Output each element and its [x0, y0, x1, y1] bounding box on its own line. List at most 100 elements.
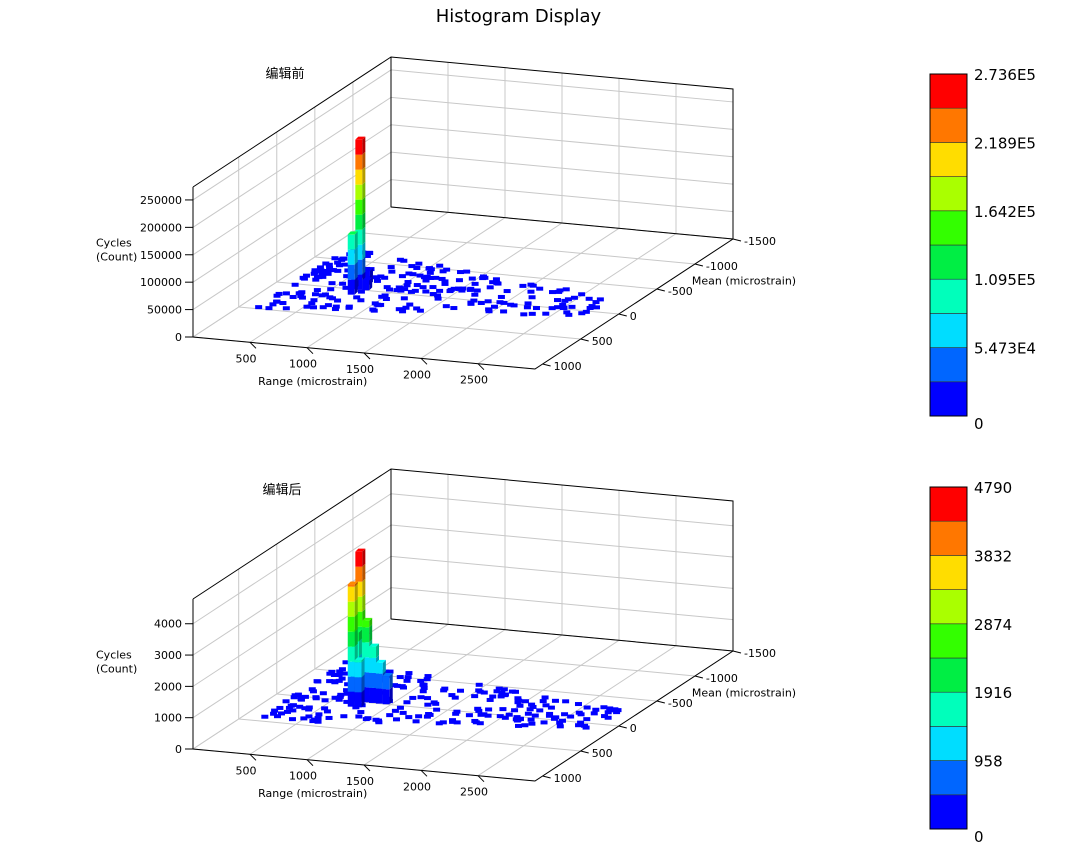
data-bar-top — [347, 231, 358, 235]
data-cell — [402, 305, 410, 310]
data-cell — [498, 691, 506, 696]
data-bar-top — [362, 267, 373, 271]
data-bar-segment — [355, 259, 363, 275]
data-cell — [330, 673, 338, 678]
colorbar-segment — [929, 794, 968, 830]
data-cell — [559, 306, 567, 311]
data-cell — [529, 704, 537, 709]
data-bar-side — [358, 638, 362, 657]
data-cell — [291, 282, 299, 287]
data-bar-side — [361, 657, 365, 663]
data-cell — [331, 256, 339, 261]
data-cell — [403, 283, 411, 288]
data-bar — [362, 277, 373, 291]
data-bar-side — [362, 548, 366, 567]
data-cell — [570, 295, 578, 300]
data-cell — [583, 717, 591, 722]
data-cell — [455, 278, 463, 283]
data-cell — [300, 716, 308, 721]
data-cell — [290, 695, 298, 700]
data-cell — [561, 298, 569, 303]
data-cell — [319, 305, 327, 310]
data-cell — [387, 265, 395, 270]
data-cell — [310, 305, 318, 310]
data-cell — [510, 303, 518, 308]
x-tick — [249, 341, 257, 349]
x-tick-label: 500 — [236, 764, 257, 777]
grid-line — [192, 524, 734, 656]
data-cell — [592, 300, 600, 305]
data-bar-segment — [347, 646, 355, 662]
data-cell — [450, 306, 458, 311]
z-tick-label: 250000 — [140, 194, 182, 207]
data-bar-segment — [355, 581, 363, 597]
data-cell — [265, 306, 273, 311]
data-bar-side — [369, 617, 373, 628]
x-tick — [363, 352, 371, 360]
data-cell — [448, 693, 456, 698]
data-cell — [411, 288, 419, 293]
data-cell — [442, 304, 450, 309]
data-cell — [302, 273, 310, 278]
data-bar-side — [354, 583, 358, 602]
data-bar-side — [354, 231, 358, 235]
data-bar-side — [389, 673, 393, 690]
data-bar-segment — [355, 214, 363, 230]
data-bar-side — [361, 659, 365, 678]
data-cell — [273, 714, 281, 719]
data-cell — [520, 312, 528, 317]
x-tick-label: 1500 — [346, 775, 374, 788]
data-cell — [541, 695, 549, 700]
data-cell — [289, 708, 297, 713]
y-tick — [656, 288, 665, 292]
data-cell — [305, 705, 313, 710]
data-cell — [291, 693, 299, 698]
data-cell — [427, 275, 435, 280]
data-cell — [301, 694, 309, 699]
data-cell — [433, 707, 441, 712]
colorbar-segment — [929, 244, 968, 280]
data-cell — [496, 714, 504, 719]
x-tick — [363, 764, 371, 772]
data-bar-segment — [354, 662, 362, 678]
data-cell — [424, 696, 432, 701]
data-cell — [391, 708, 399, 713]
data-cell — [575, 723, 583, 728]
z-tick-label: 2000 — [154, 680, 182, 693]
x-tick-label: 2500 — [460, 374, 488, 387]
x-tick-label: 2000 — [403, 368, 431, 381]
data-cell — [463, 269, 471, 274]
data-cell — [578, 292, 586, 297]
data-cell — [312, 277, 320, 282]
data-cell — [551, 698, 559, 703]
data-cell — [423, 714, 431, 719]
grid-line — [306, 629, 506, 761]
data-cell — [314, 679, 322, 684]
z-tick-label: 4000 — [154, 618, 182, 631]
colorbar-segment — [929, 73, 968, 109]
data-bar-segment — [375, 673, 383, 689]
data-cell — [501, 693, 509, 698]
data-cell — [582, 309, 590, 314]
y-tick — [618, 725, 627, 729]
data-cell — [493, 689, 501, 694]
data-cell — [315, 269, 323, 274]
colorbar-label: 4790 — [974, 479, 1012, 497]
axis-edge — [390, 206, 734, 240]
y-tick — [542, 775, 551, 779]
data-cell — [403, 678, 411, 683]
data-cell — [404, 675, 412, 680]
data-cell — [357, 710, 365, 715]
data-bar-side — [354, 581, 358, 587]
data-cell — [311, 268, 319, 273]
grid-line — [477, 645, 677, 777]
z-tick-label: 3000 — [154, 649, 182, 662]
data-bar-side — [369, 624, 373, 643]
y-tick — [694, 675, 704, 679]
z-tick-label: 150000 — [140, 249, 182, 262]
data-cell — [489, 280, 497, 285]
data-bar-segment — [355, 199, 363, 215]
data-cell — [438, 276, 446, 281]
data-cell — [332, 304, 340, 309]
data-bar-side — [362, 226, 366, 245]
